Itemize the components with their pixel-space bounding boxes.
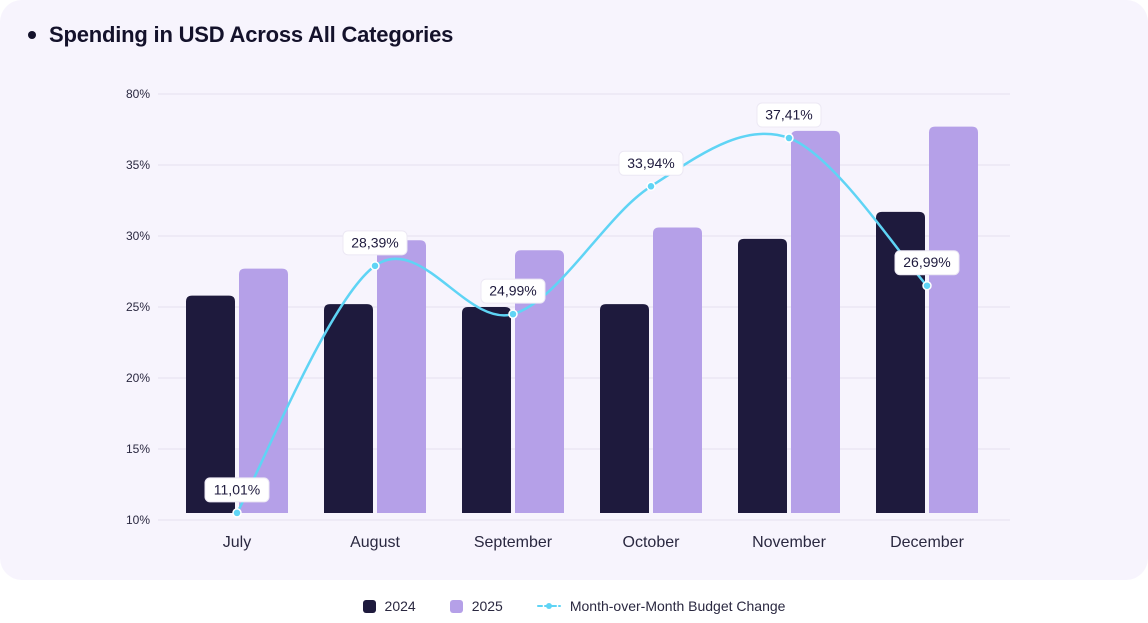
y-tick-label: 35% (126, 158, 150, 172)
data-label-box (480, 278, 546, 304)
data-label-box (618, 150, 684, 176)
line-data-labels: 11,01% 28,39% 24,99% 33,94% 37,41% 26,99% (204, 102, 960, 503)
bar-2024 (600, 304, 649, 513)
legend-label-2025: 2025 (471, 598, 503, 614)
legend-swatch-2025 (449, 599, 463, 613)
x-tick-label: August (350, 534, 400, 551)
line-data-label: 24,99% (480, 278, 546, 304)
x-tick-label: November (752, 534, 826, 551)
bars (186, 126, 978, 514)
legend-item-2024[interactable]: 2024 (362, 598, 416, 614)
bar-2025 (515, 250, 564, 513)
line-point (784, 133, 794, 143)
bar-2025 (929, 126, 978, 513)
budget-change-line (232, 132, 932, 518)
bar-2025 (791, 130, 840, 514)
y-tick-label: 80% (126, 87, 150, 101)
line-point (646, 181, 656, 192)
line-data-label: 37,41% (756, 102, 822, 128)
line-point (370, 261, 380, 271)
y-axis-ticks: 10% 15% 20% 25% 30% 35% 80% (126, 87, 150, 527)
data-label-text: 26,99% (903, 254, 950, 270)
line-point (508, 309, 518, 319)
x-tick-label: December (890, 534, 964, 551)
line-point (232, 508, 242, 518)
legend-label-budget-change: Month-over-Month Budget Change (569, 598, 786, 614)
line-data-label: 28,39% (342, 230, 408, 256)
bar-2024 (462, 307, 511, 513)
x-tick-label: September (474, 534, 553, 551)
data-label-text: 33,94% (627, 155, 674, 171)
data-label-box (894, 250, 960, 276)
chart-title: Spending in USD Across All Categories (49, 22, 454, 47)
bar-2025 (377, 240, 426, 513)
x-tick-label: July (223, 534, 251, 551)
y-tick-label: 30% (126, 229, 150, 243)
x-tick-label: October (623, 534, 681, 551)
y-tick-label: 20% (126, 371, 150, 385)
bar-2025 (653, 227, 702, 514)
line-data-label: 33,94% (618, 150, 684, 176)
data-label-text: 11,01% (214, 481, 260, 497)
legend: 2024 2025 Month-over-Month Budget Change (0, 598, 1148, 614)
legend-item-budget-change[interactable]: Month-over-Month Budget Change (536, 598, 786, 614)
y-tick-label: 25% (126, 300, 150, 314)
data-label-box (204, 477, 270, 503)
bar-2024 (324, 304, 373, 513)
grid-lines (158, 93, 1010, 521)
bar-2024 (876, 211, 925, 514)
line-point (922, 280, 932, 291)
budget-change-series-line (235, 132, 929, 515)
y-tick-label: 10% (126, 513, 150, 527)
bar-2024 (738, 238, 787, 513)
data-label-text: 37,41% (765, 107, 812, 123)
legend-swatch-2024 (362, 599, 376, 613)
line-data-label: 26,99% (894, 250, 960, 276)
bar-2024 (186, 295, 235, 513)
chart-plot: 10% 15% 20% 25% 30% 35% 80% July August Septembe… (126, 87, 1010, 551)
bar-2025 (239, 268, 288, 513)
title-bullet-icon (28, 31, 36, 39)
legend-line-icon (536, 603, 561, 609)
x-axis-ticks: July August September October November Decemb… (223, 534, 965, 551)
y-tick-label: 15% (126, 442, 150, 456)
line-data-label: 11,01% (204, 477, 270, 503)
chart-header: Spending in USD Across All Categories (28, 22, 453, 48)
legend-item-2025[interactable]: 2025 (449, 598, 503, 614)
legend-label-2024: 2024 (384, 598, 416, 614)
data-label-text: 28,39% (351, 234, 398, 250)
data-label-box (342, 230, 408, 256)
data-label-text: 24,99% (489, 283, 536, 299)
data-label-box (756, 102, 822, 128)
